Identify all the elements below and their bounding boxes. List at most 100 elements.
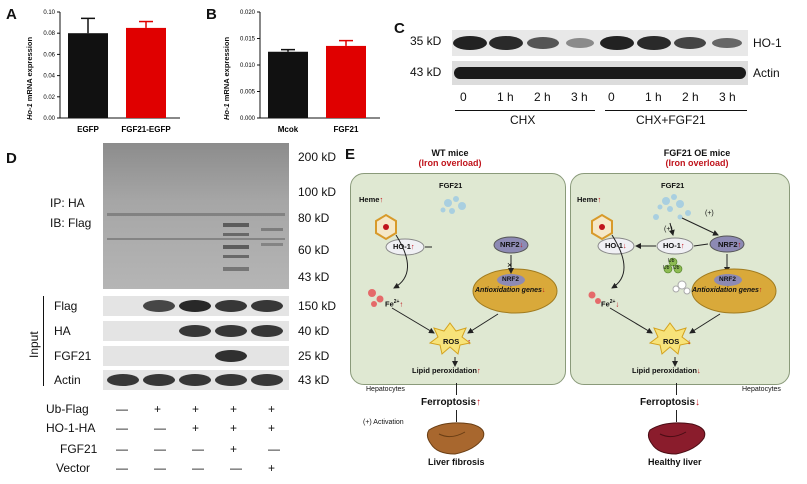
e-left-genes: Antioxidation genes↓ <box>475 287 546 294</box>
e-left-down-arrow-2 <box>456 410 457 422</box>
e-right-ub-3: Ub <box>673 265 680 271</box>
panel-b-tick-label: 0.010 <box>240 63 256 69</box>
e-right-liver-icon <box>647 422 706 455</box>
panel-c-timepoint: 3 h <box>719 90 736 104</box>
panel-c-marker-top: 35 kD <box>410 34 442 48</box>
panel-d-marker: 200 kD <box>298 150 337 164</box>
e-left-diagram: × <box>368 196 558 367</box>
e-right-title-block: FGF21 OE mice (Iron overload) <box>632 148 762 168</box>
panel-d-marker: 43 kD <box>298 270 330 284</box>
panel-c-timepoint: 2 h <box>682 90 699 104</box>
e-left-fgf21: FGF21 <box>439 181 463 190</box>
panel-d-condition-mark: — <box>116 402 128 416</box>
panel-d-condition-mark: — <box>154 421 166 435</box>
panel-d-condition-mark: + <box>192 421 200 435</box>
panel-d-condition-mark: — <box>154 442 166 456</box>
panel-b-category-0: Mcok <box>278 125 299 134</box>
panel-c-marker-bottom: 43 kD <box>410 65 442 79</box>
e-left-lipid: Lipid peroxidation↑ <box>412 366 481 375</box>
panel-d-condition-mark: — <box>116 461 128 475</box>
panel-c-blot-actin <box>452 61 748 85</box>
panel-a-chart: 0.00 0.02 0.04 0.06 0.08 0.10 EGFP FGF21-EGFP <box>43 10 180 134</box>
panel-c-group-line-2 <box>605 110 747 111</box>
e-right-fgf21: FGF21 <box>661 181 685 190</box>
panel-c-group-line-1 <box>455 110 595 111</box>
e-right-ferroptosis: Ferroptosis↓ <box>640 397 701 408</box>
panel-b-tick-label: 0.020 <box>240 10 256 16</box>
panel-c-blot-ho1 <box>452 30 748 56</box>
e-right-diagram <box>588 194 777 367</box>
panel-d-condition-mark: — <box>192 442 204 456</box>
panel-d-label: D <box>6 150 17 167</box>
e-right-down-arrow-2 <box>676 410 677 422</box>
e-right-ub-2: Ub <box>663 265 670 271</box>
panel-d-input-band <box>179 325 211 337</box>
panel-c-timepoint: 0 <box>608 90 615 104</box>
e-right-nrf2-inner: NRF2 <box>719 276 736 283</box>
panel-d-condition-name: HO-1-HA <box>46 421 96 435</box>
e-right-title: FGF21 OE mice <box>663 148 731 158</box>
panel-e-label: E <box>345 146 356 163</box>
e-right-ub-1: Ub <box>668 258 675 264</box>
panel-d-input-band <box>215 374 247 386</box>
panel-d-condition-mark: + <box>268 421 276 435</box>
panel-a-bar-0 <box>68 33 108 119</box>
e-left-nrf2: NRF2↓ <box>500 240 524 249</box>
panel-d-input-band <box>251 374 283 386</box>
e-right-heme: Heme↑ <box>577 195 602 204</box>
e-left-ros: ROS ↑ <box>443 337 472 346</box>
panel-d-condition-mark: + <box>230 442 238 456</box>
panel-d-input-bracket <box>43 296 50 386</box>
panel-c-timepoint: 2 h <box>534 90 551 104</box>
e-left-ferroptosis: Ferroptosis↑ <box>421 397 482 408</box>
panel-b-bar-1 <box>326 45 366 118</box>
panel-a-tick-label: 0.06 <box>43 52 55 58</box>
panel-d-input-blot <box>103 296 289 316</box>
e-left-nrf2-inner: NRF2 <box>502 276 519 283</box>
e-left-fe: Fe2+↑ <box>385 299 404 309</box>
e-right-plus-1: (+) <box>705 210 714 217</box>
panel-d-condition-mark: + <box>268 402 276 416</box>
e-left-outcome: Liver fibrosis <box>428 457 485 467</box>
panel-c-label: C <box>394 20 405 37</box>
panel-d-input-name: Actin <box>54 373 81 387</box>
panel-d-marker: 100 kD <box>298 185 337 199</box>
panel-d-input-name: FGF21 <box>54 349 92 363</box>
panel-d-condition-mark: — <box>116 421 128 435</box>
panel-a-category-1: FGF21-EGFP <box>121 125 171 134</box>
panel-d-input-blot <box>103 321 289 341</box>
panel-d-condition-mark: + <box>154 402 162 416</box>
panel-d-ib: IB: Flag <box>50 216 92 230</box>
panel-a-tick-label: 0.04 <box>43 74 55 80</box>
e-right-lipid: Lipid peroxidation↓ <box>632 366 701 375</box>
panel-b-tick-label: 0.000 <box>240 116 256 122</box>
e-right-outcome: Healthy liver <box>648 457 702 467</box>
e-right-ho1b: HO-1↑ <box>663 241 685 250</box>
panel-d-ip-blot <box>103 143 289 289</box>
panel-a-tick-label: 0.02 <box>43 95 55 101</box>
panel-a-tick-label: 0.08 <box>43 31 55 37</box>
panel-d-condition-mark: — <box>116 442 128 456</box>
panel-d-input-band <box>251 300 283 312</box>
panel-d-input-band <box>143 300 175 312</box>
panel-d-input-band <box>143 374 175 386</box>
panel-d-condition-mark: — <box>154 461 166 475</box>
panel-d-condition-mark: + <box>192 402 200 416</box>
panel-b-label: B <box>206 6 217 23</box>
panel-d-ip: IP: HA <box>50 196 85 210</box>
panel-b-chart: 0.000 0.005 0.010 0.015 0.020 Mcok FGF21 <box>240 10 380 134</box>
e-right-hepatocytes: Hepatocytes <box>742 386 781 393</box>
panel-a-category-0: EGFP <box>77 125 99 134</box>
panel-c-group-chx: CHX <box>510 113 536 127</box>
panel-b-category-1: FGF21 <box>334 125 359 134</box>
e-right-plus-2: (+) <box>664 226 673 233</box>
panel-c-band-actin: Actin <box>753 66 780 80</box>
panel-d-condition-mark: + <box>230 402 238 416</box>
e-left-liver-icon <box>426 422 485 455</box>
panel-b-bar-0 <box>268 51 308 118</box>
panel-c-band-ho1: HO-1 <box>753 36 782 50</box>
panel-c-timepoint: 0 <box>460 90 467 104</box>
panel-b-tick-label: 0.015 <box>240 37 256 43</box>
e-left-ho1: HO-1↑ <box>393 242 415 251</box>
e-right-ros: ROS ↓ <box>663 337 692 346</box>
